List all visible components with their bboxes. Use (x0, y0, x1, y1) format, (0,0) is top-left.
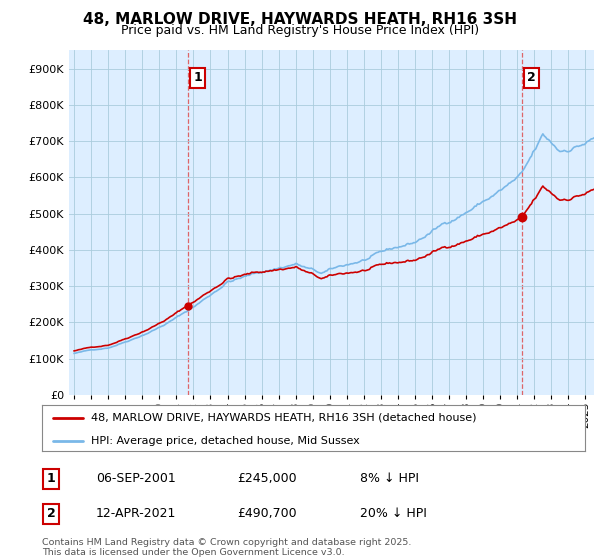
Text: 8% ↓ HPI: 8% ↓ HPI (360, 472, 419, 486)
Text: 2: 2 (47, 507, 55, 520)
Text: 06-SEP-2001: 06-SEP-2001 (96, 472, 176, 486)
Text: 12-APR-2021: 12-APR-2021 (96, 507, 176, 520)
Text: 1: 1 (193, 72, 202, 85)
Text: 48, MARLOW DRIVE, HAYWARDS HEATH, RH16 3SH (detached house): 48, MARLOW DRIVE, HAYWARDS HEATH, RH16 3… (91, 413, 476, 423)
Text: 2: 2 (527, 72, 536, 85)
Text: Price paid vs. HM Land Registry's House Price Index (HPI): Price paid vs. HM Land Registry's House … (121, 24, 479, 37)
Text: 20% ↓ HPI: 20% ↓ HPI (360, 507, 427, 520)
Text: £490,700: £490,700 (237, 507, 296, 520)
Text: Contains HM Land Registry data © Crown copyright and database right 2025.
This d: Contains HM Land Registry data © Crown c… (42, 538, 412, 557)
Text: 1: 1 (47, 472, 55, 486)
Text: £245,000: £245,000 (237, 472, 296, 486)
Text: HPI: Average price, detached house, Mid Sussex: HPI: Average price, detached house, Mid … (91, 436, 359, 446)
Text: 48, MARLOW DRIVE, HAYWARDS HEATH, RH16 3SH: 48, MARLOW DRIVE, HAYWARDS HEATH, RH16 3… (83, 12, 517, 27)
